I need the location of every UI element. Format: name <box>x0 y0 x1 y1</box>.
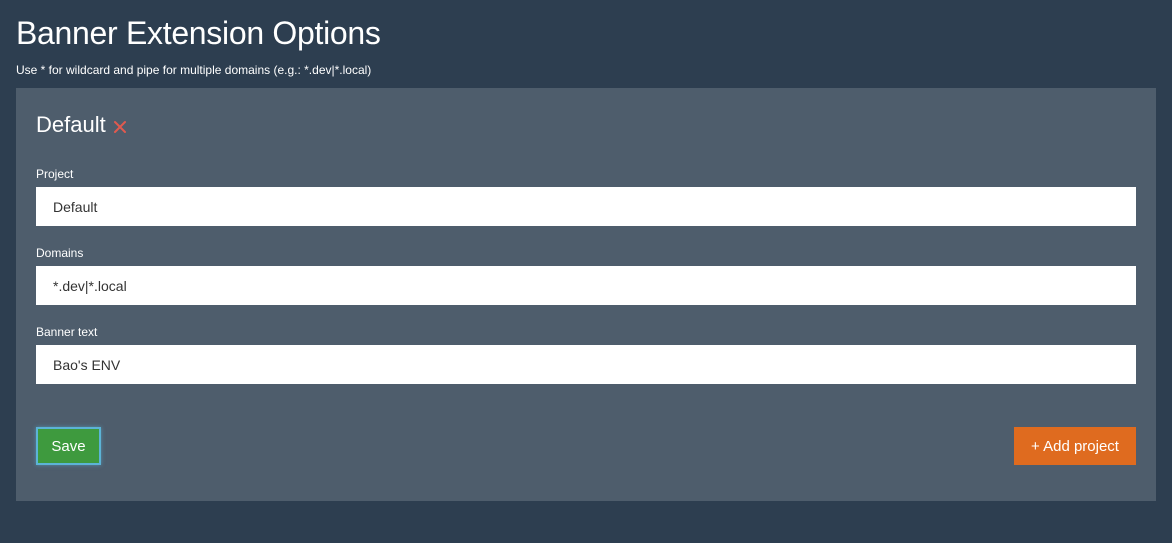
banner-text-label: Banner text <box>36 325 98 339</box>
project-input[interactable] <box>36 187 1136 226</box>
add-project-button[interactable]: + Add project <box>1014 427 1136 465</box>
wildcard-hint: Use * for wildcard and pipe for multiple… <box>16 63 372 77</box>
close-icon <box>113 120 126 133</box>
save-button[interactable]: Save <box>36 427 101 465</box>
project-card: Default Project Domains Banner text Save… <box>16 88 1156 501</box>
project-card-title: Default <box>36 112 106 137</box>
domains-label: Domains <box>36 246 84 260</box>
page-title: Banner Extension Options <box>16 15 381 51</box>
banner-text-input[interactable] <box>36 345 1136 384</box>
project-card-header: Default <box>36 110 127 140</box>
domains-input[interactable] <box>36 266 1136 305</box>
delete-project-button[interactable] <box>113 120 127 134</box>
project-label: Project <box>36 167 74 181</box>
